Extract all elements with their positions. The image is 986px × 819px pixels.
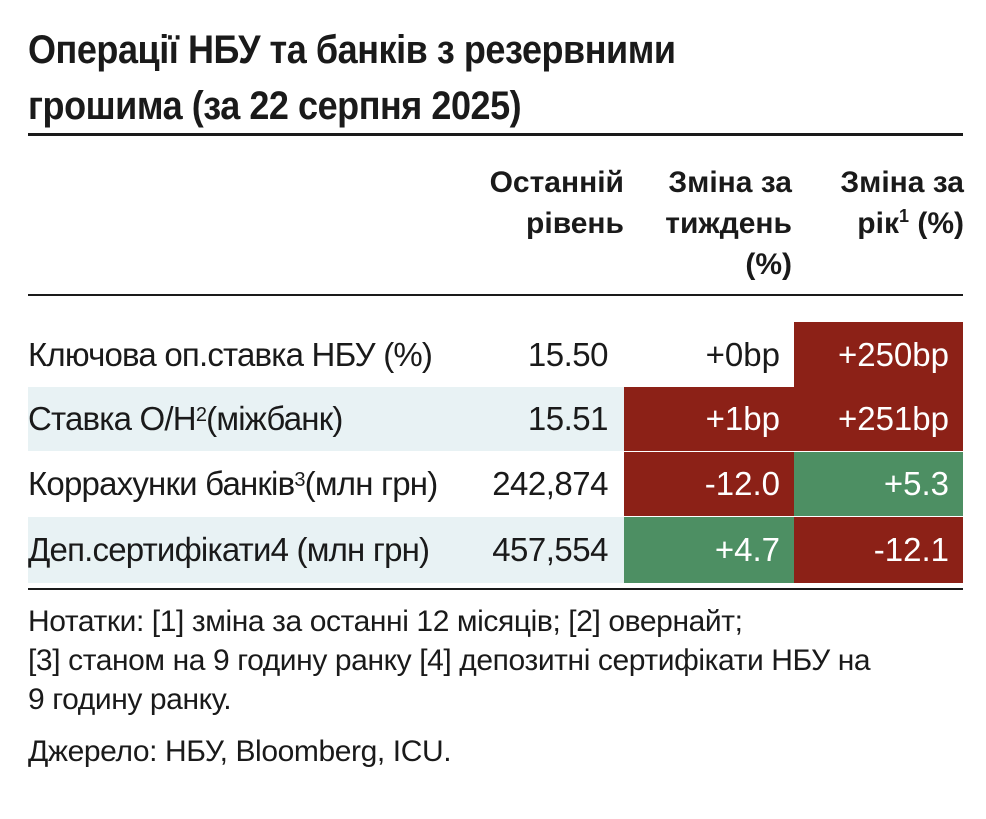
header-year-change: Зміна за рік1 (%) — [840, 166, 964, 240]
bottom-rule — [28, 588, 963, 590]
title-line-1: Операції НБУ та банків з резервними — [28, 28, 676, 72]
footnotes: Нотатки: [1] зміна за останні 12 місяців… — [28, 605, 871, 716]
cell-year-change: +250bp — [794, 322, 963, 387]
footnote-marker: 1 — [898, 206, 909, 226]
cell-week-change: +1bp — [624, 387, 794, 451]
table-row: Коррахунки банків 3 (млн грн) 242,874 -12… — [28, 452, 963, 516]
source-note: Джерело: НБУ, Bloomberg, ICU. — [28, 735, 452, 768]
row-label: Ставка О/Н 2 (міжбанк) — [28, 400, 343, 437]
top-rule — [28, 133, 963, 136]
cell-year-change: +5.3 — [794, 452, 963, 516]
cell-last-level: 242,874 — [492, 465, 608, 502]
row-label: Ключова оп.ставка НБУ (%) — [28, 335, 433, 373]
header-rule — [28, 294, 963, 296]
row-label: Деп.сертифікати4 (млн грн) — [28, 531, 430, 568]
cell-week-change: +4.7 — [624, 517, 794, 583]
table-row: Деп.сертифікати4 (млн грн) 457,554 +4.7 … — [28, 517, 963, 583]
cell-last-level: 457,554 — [492, 531, 608, 568]
cell-year-change: +251bp — [794, 387, 963, 451]
table-row: Ключова оп.ставка НБУ (%) 15.50 +0bp +25… — [28, 322, 963, 387]
row-label: Коррахунки банків 3 (млн грн) — [28, 465, 438, 502]
header-last-level: Останній рівень — [489, 166, 624, 240]
cell-last-level: 15.50 — [527, 335, 609, 373]
page-title: Операції НБУ та банків з резервними грош… — [28, 22, 865, 134]
table-row: Ставка О/Н 2 (міжбанк) 15.51 +1bp +251bp — [28, 387, 963, 451]
title-line-2: грошима (за 22 серпня 2025) — [28, 84, 522, 128]
cell-year-change: -12.1 — [794, 517, 963, 583]
header-week-change: Зміна за тиждень (%) — [665, 166, 792, 281]
cell-week-change: -12.0 — [624, 452, 794, 516]
cell-last-level: 15.51 — [527, 400, 609, 437]
cell-week-change: +0bp — [705, 335, 780, 373]
